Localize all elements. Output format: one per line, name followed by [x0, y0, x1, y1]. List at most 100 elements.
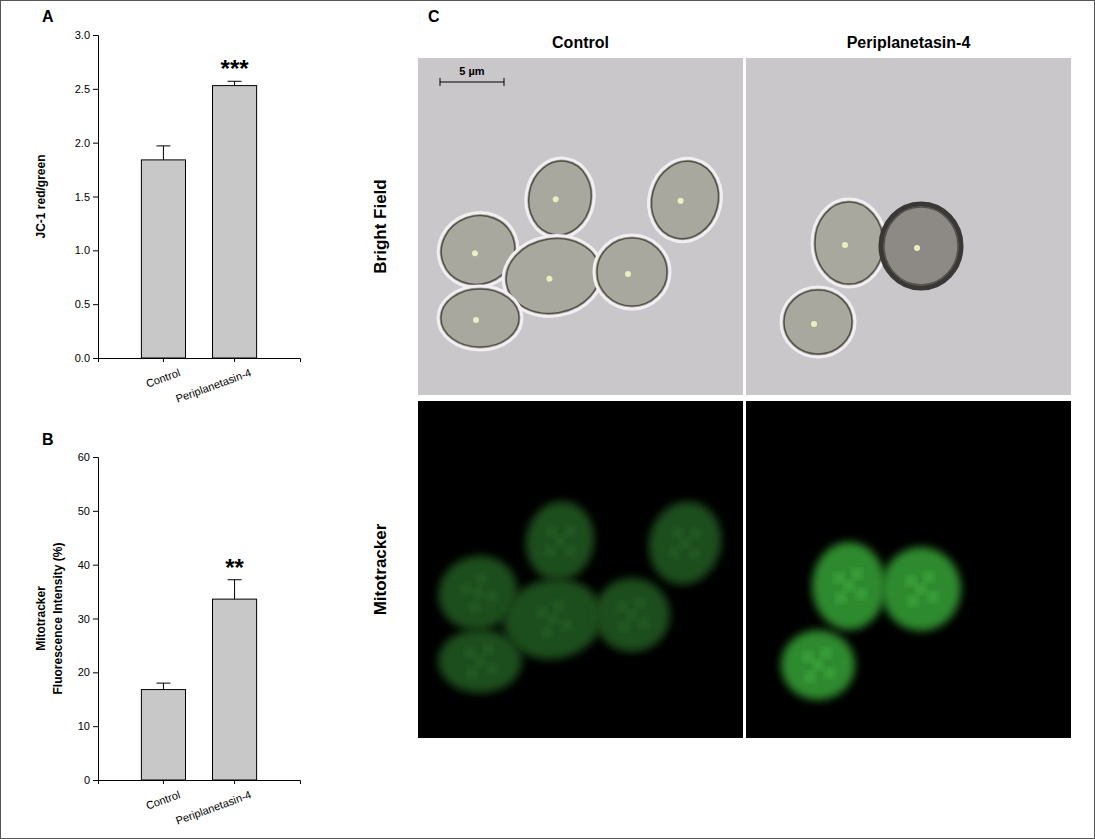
cell-wall — [597, 238, 667, 306]
x-tick: Periplanetasin-4 — [174, 780, 253, 827]
mitochondria — [806, 673, 814, 681]
x-axis: ControlPeriplanetasin-4 — [99, 358, 301, 405]
y-axis: 0.00.51.01.52.02.53.0 — [75, 29, 99, 364]
y-tick: 20 — [78, 666, 98, 678]
cell-wall — [643, 154, 727, 246]
mitochondria — [680, 538, 690, 548]
y-tick-label: 10 — [78, 720, 90, 732]
cell-granule — [625, 271, 631, 277]
mitochondria — [476, 574, 486, 584]
cell — [594, 235, 670, 309]
stained-cell — [639, 493, 730, 593]
error-bar-stem — [163, 146, 164, 160]
x-tick: Periplanetasin-4 — [174, 358, 253, 405]
stained-cell — [881, 547, 961, 631]
fluorescence-image — [418, 401, 743, 738]
x-axis: ControlPeriplanetasin-4 — [99, 780, 301, 827]
row-title: Mitotracker — [371, 523, 390, 615]
image-panel: CControlPeriplanetasin-4Bright FieldMito… — [371, 8, 1071, 738]
y-tick: 50 — [78, 505, 98, 517]
stained-cell — [438, 629, 522, 693]
y-tick-label: 1.5 — [75, 191, 90, 203]
mitochondria — [620, 623, 628, 631]
mitochondria — [547, 527, 556, 536]
mitochondria — [673, 528, 683, 538]
y-tick: 3.0 — [75, 29, 98, 41]
mitochondria — [543, 628, 552, 637]
image-background — [418, 58, 743, 395]
x-tick-mark — [163, 780, 164, 784]
mitochondria — [857, 590, 865, 598]
y-tick-mark — [93, 89, 98, 90]
mitochondria — [488, 665, 496, 673]
mitochondria — [487, 591, 497, 601]
column-title: Periplanetasin-4 — [847, 34, 971, 51]
y-tick-mark — [93, 565, 98, 566]
x-axis-line — [99, 359, 301, 363]
y-tick-label: 60 — [78, 451, 90, 463]
mitochondria — [565, 526, 574, 535]
mitochondria — [691, 529, 701, 539]
bar — [213, 599, 257, 780]
y-tick-label: 40 — [78, 559, 90, 571]
plot-area — [141, 580, 256, 780]
mitochondria — [548, 614, 557, 623]
mitochondria — [469, 602, 479, 612]
cell-granule — [914, 245, 920, 251]
mitochondria — [476, 657, 484, 665]
mitochondria — [835, 574, 843, 582]
x-tick-mark — [234, 358, 235, 362]
mitochondria — [814, 661, 822, 669]
cell — [639, 150, 730, 250]
y-tick-mark — [93, 511, 98, 512]
cell — [520, 153, 601, 244]
plot-area — [141, 81, 256, 358]
x-axis-line — [99, 781, 301, 785]
scale-bar: 5 µm — [440, 65, 504, 86]
bar — [213, 86, 257, 358]
y-tick-mark — [93, 197, 98, 198]
mitochondria — [484, 645, 492, 653]
y-axis: 0102030405060 — [78, 451, 99, 786]
y-axis-title: Mitotracker — [34, 586, 48, 651]
bar-chart: 0.00.51.01.52.02.53.0ControlPeriplanetas… — [34, 8, 301, 405]
y-tick: 2.5 — [75, 83, 98, 95]
x-tick: Control — [144, 780, 181, 812]
mitochondria — [853, 570, 861, 578]
mitochondria — [640, 619, 648, 627]
mitochondria — [636, 599, 644, 607]
y-tick-label: 0 — [84, 774, 90, 786]
y-tick: 40 — [78, 559, 98, 571]
mitochondria — [628, 611, 636, 619]
y-tick-label: 0.5 — [75, 298, 90, 310]
scale-bar-label: 5 µm — [459, 65, 485, 77]
figure-frame — [1, 1, 1095, 839]
bright-field-image — [418, 58, 743, 395]
bar-chart: 0102030405060ControlPeriplanetasin-4Mito… — [34, 431, 301, 827]
mitochondria — [669, 548, 679, 558]
y-tick-mark — [93, 358, 98, 359]
x-tick: Control — [144, 358, 181, 390]
cell-granule — [842, 242, 848, 248]
y-axis-line — [93, 36, 99, 359]
cell — [781, 287, 855, 357]
cell-wall — [884, 207, 958, 285]
y-tick-mark — [93, 143, 98, 144]
significance-label: *** — [221, 55, 250, 82]
mitochondria — [925, 573, 933, 581]
column-title: Control — [552, 34, 609, 51]
mitochondria — [618, 603, 626, 611]
mitochondria — [907, 577, 915, 585]
stained-cell — [520, 496, 601, 587]
mitochondria — [468, 669, 476, 677]
mitochondria — [537, 608, 546, 617]
error-bar — [156, 683, 170, 689]
mitochondria — [566, 546, 575, 555]
y-tick-mark — [93, 780, 98, 781]
y-tick-label: 3.0 — [75, 29, 90, 41]
panel-label: C — [428, 8, 440, 25]
y-tick-mark — [93, 457, 98, 458]
x-tick-label: Control — [144, 366, 181, 389]
y-tick-mark — [93, 304, 98, 305]
mitochondria — [909, 597, 917, 605]
